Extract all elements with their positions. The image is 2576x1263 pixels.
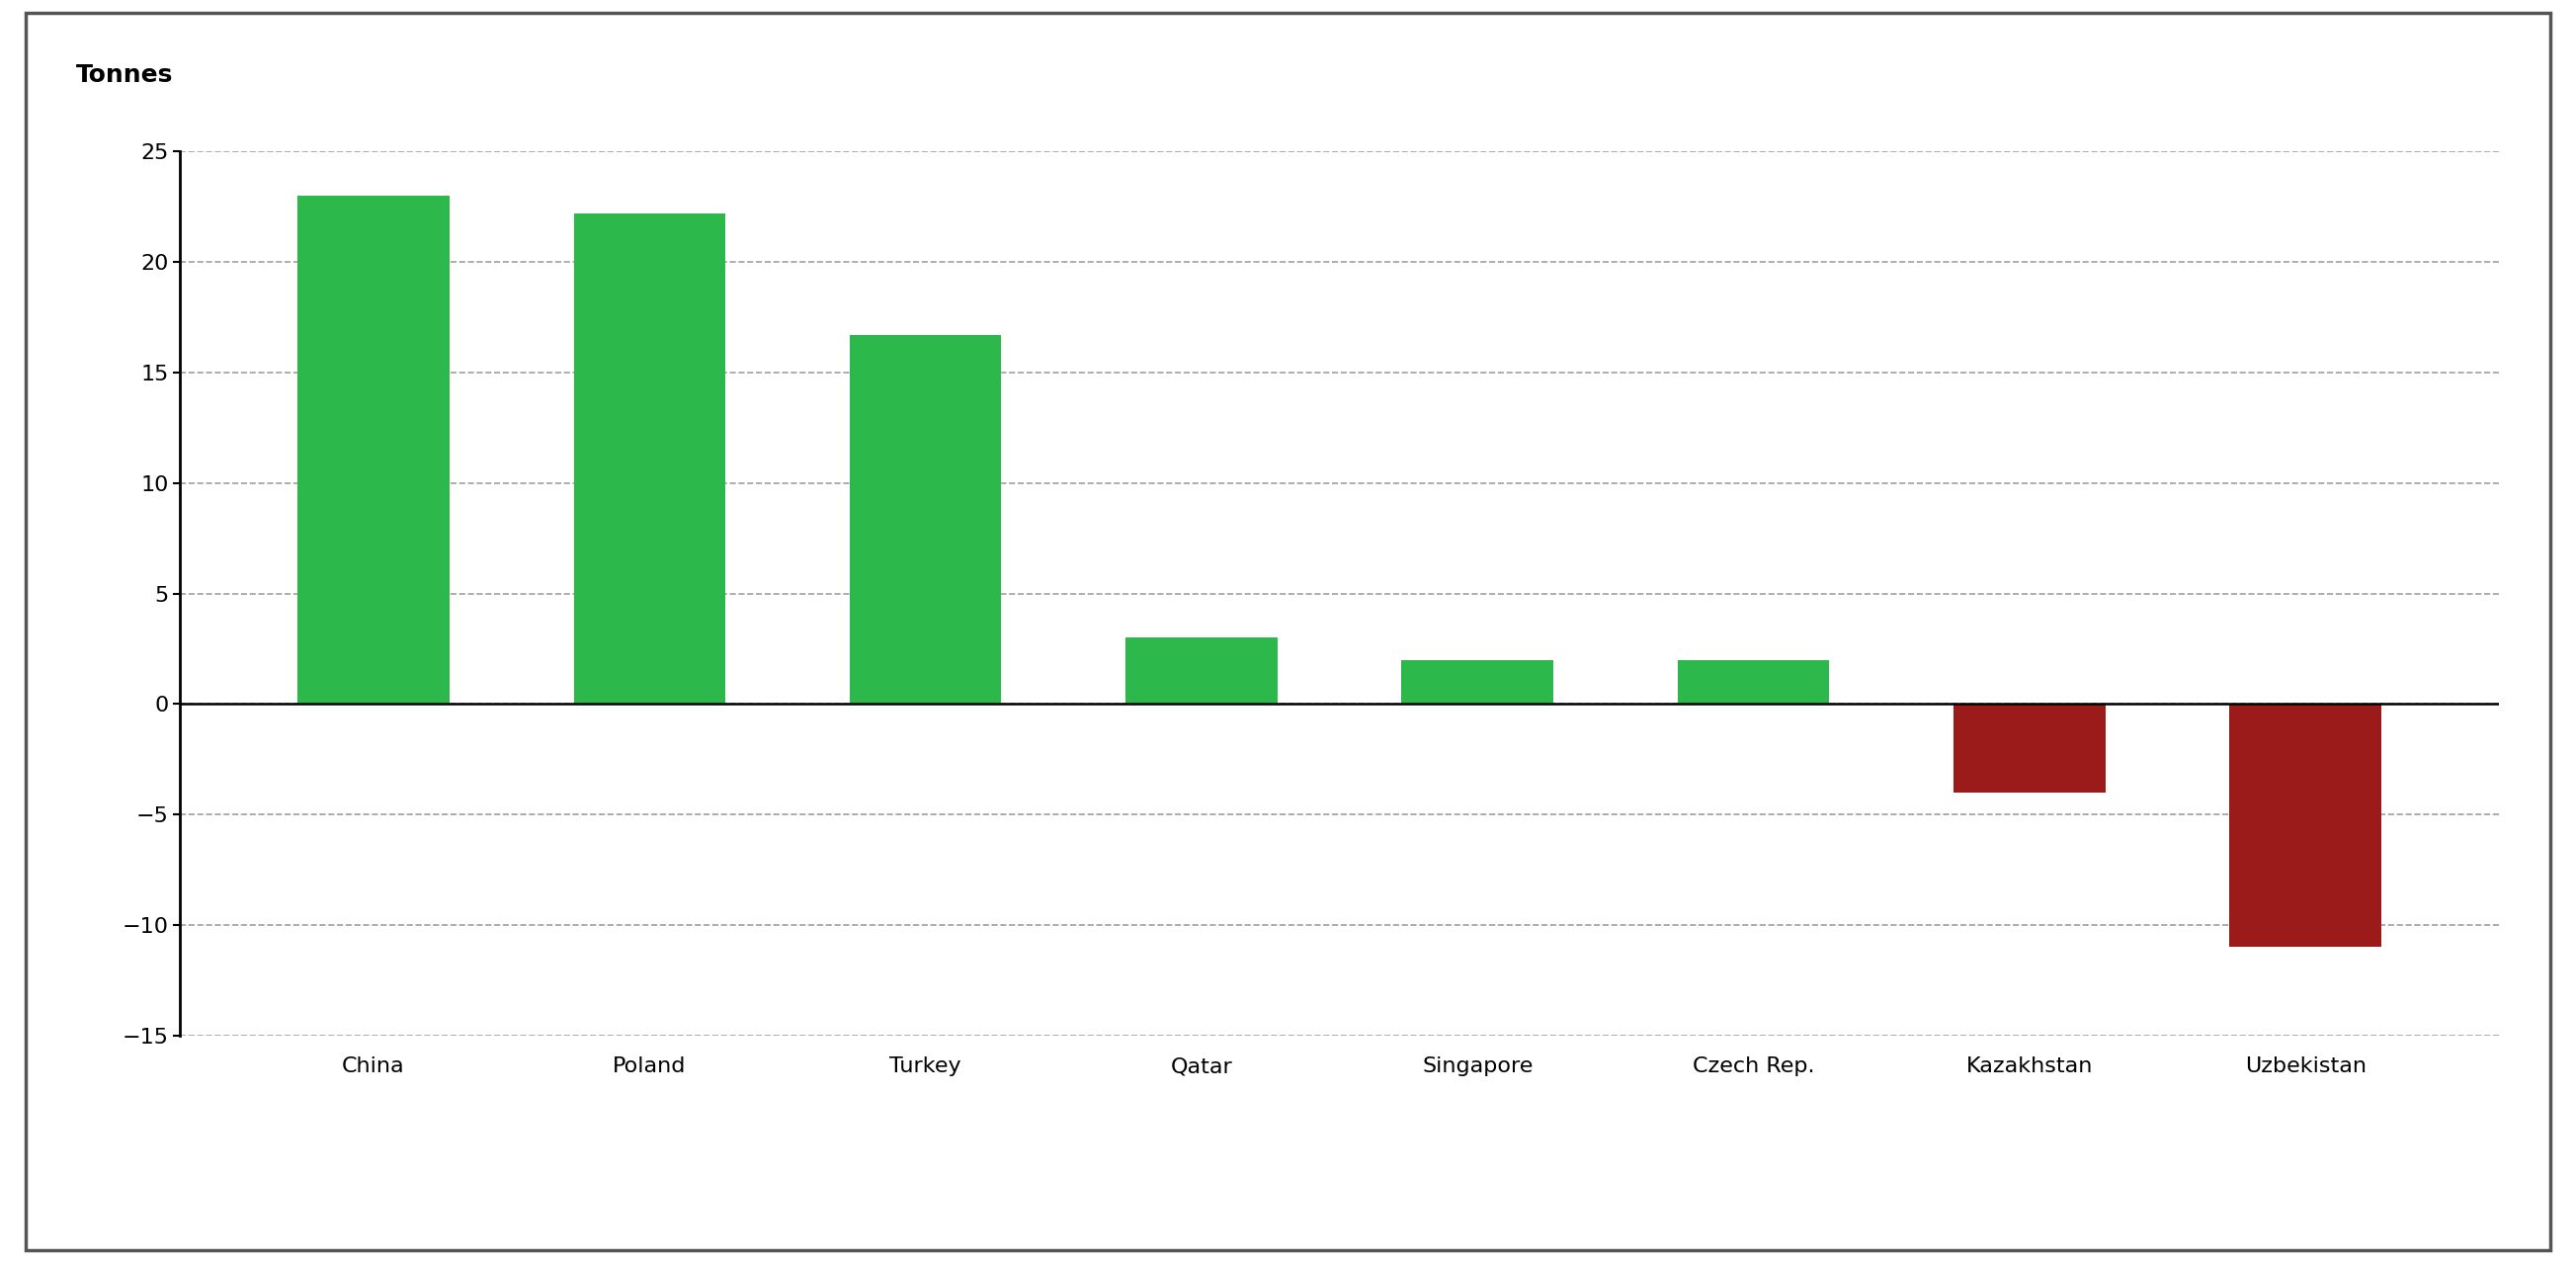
Bar <box>2231 703 2380 947</box>
Bar <box>1126 638 1278 703</box>
Bar <box>1677 659 1829 703</box>
Bar <box>574 213 726 703</box>
Bar <box>1953 703 2105 793</box>
Bar <box>299 196 448 703</box>
Bar <box>850 335 1002 703</box>
Text: Tonnes: Tonnes <box>77 63 173 87</box>
Bar <box>1401 659 1553 703</box>
